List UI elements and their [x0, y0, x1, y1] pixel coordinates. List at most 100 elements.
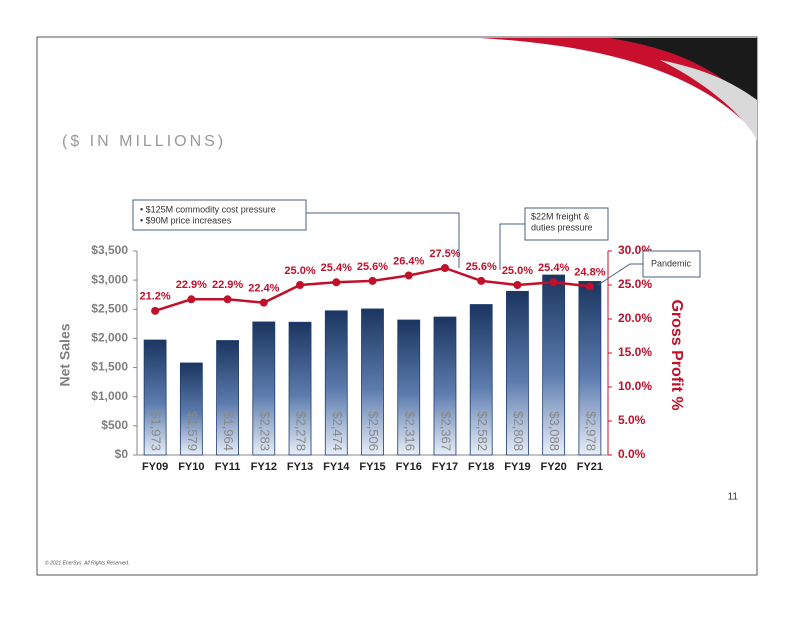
y-axis-label: Net Sales	[57, 323, 73, 386]
x-tick-label: FY21	[577, 461, 603, 473]
bar	[469, 304, 493, 456]
bar-value-label: $2,367	[439, 411, 454, 451]
bar	[143, 339, 167, 456]
line-point	[549, 278, 558, 287]
bar-value-label: $2,978	[583, 411, 598, 451]
line-point	[259, 298, 268, 307]
x-tick-label: FY10	[178, 461, 204, 473]
y-tick-label: $1,000	[91, 389, 128, 403]
bar	[252, 321, 276, 456]
line-point	[585, 282, 594, 291]
line-point	[368, 276, 377, 285]
x-tick-label: FY19	[504, 461, 530, 473]
bar-value-label: $2,808	[511, 411, 526, 451]
y2-tick-label: 5.0%	[618, 413, 646, 427]
line-point	[223, 295, 232, 304]
line-value-label: 25.6%	[466, 261, 497, 273]
copyright: © 2021 EnerSys. All Rights Reserved.	[45, 559, 129, 566]
y2-tick-label: 10.0%	[618, 379, 652, 393]
annotation-box	[132, 199, 307, 231]
line-point	[513, 281, 522, 289]
y-tick-label: $3,000	[91, 272, 128, 286]
line-value-label: 27.5%	[429, 248, 460, 260]
line-value-label: 25.0%	[502, 265, 533, 277]
line-value-label: 22.9%	[212, 279, 243, 291]
y-tick-label: $1,500	[91, 360, 128, 374]
annotations: • $125M commodity cost pressure• $90M pr…	[132, 199, 701, 286]
y2-axis-label: Gross Profit %	[668, 299, 685, 410]
y-tick-label: $500	[101, 418, 128, 432]
line-point	[404, 271, 413, 280]
annotation-text: • $90M price increases	[140, 215, 232, 225]
bar-value-label: $2,278	[294, 411, 309, 451]
bar	[179, 362, 203, 456]
line-point	[332, 278, 341, 287]
bar-value-label: $2,316	[402, 411, 417, 451]
bar	[397, 319, 421, 456]
bar-value-label: $1,964	[221, 411, 236, 451]
annotation-text: Pandemic	[651, 258, 692, 268]
x-tick-label: FY11	[215, 461, 241, 473]
slide-frame	[36, 36, 758, 576]
bar-value-label: $2,474	[330, 411, 345, 451]
bar	[324, 310, 348, 456]
bar-value-label: $1,973	[149, 411, 164, 451]
annotation-leader	[306, 212, 460, 268]
bar-value-label: $1,579	[185, 411, 200, 451]
x-tick-label: FY15	[359, 461, 385, 473]
line-value-label: 22.9%	[176, 279, 207, 291]
y-tick-label: $0	[115, 447, 129, 461]
bar	[216, 340, 239, 456]
bar-value-label: $2,283	[257, 411, 272, 451]
bar	[542, 274, 566, 456]
x-tick-label: FY16	[396, 461, 422, 473]
x-tick-label: FY12	[251, 461, 277, 473]
line-value-label: 25.6%	[357, 261, 388, 273]
line-value-label: 26.4%	[393, 255, 424, 267]
x-tick-label: FY14	[323, 461, 350, 473]
annotation-box	[524, 207, 609, 241]
x-tick-label: FY09	[142, 461, 168, 473]
decor-red	[480, 38, 757, 135]
line-value-label: 22.4%	[248, 283, 279, 295]
bar-value-label: $3,088	[547, 411, 562, 451]
line-point	[151, 306, 160, 315]
subtitle: ($ IN MILLIONS)	[62, 133, 226, 150]
bar-value-label: $2,582	[475, 411, 490, 451]
line-point	[187, 295, 196, 304]
annotation-text: • $125M commodity cost pressure	[140, 204, 276, 214]
x-tick-label: FY20	[541, 461, 567, 473]
line-point	[440, 264, 449, 272]
y2-tick-label: 25.0%	[618, 277, 652, 291]
line-point	[296, 281, 305, 289]
bar	[288, 321, 312, 456]
bar	[578, 281, 602, 456]
decor-gray	[660, 60, 757, 140]
line-point	[477, 276, 486, 285]
annotation-leader	[499, 223, 525, 270]
x-tick-label: FY17	[432, 461, 458, 473]
x-tick-label: FY18	[468, 461, 494, 473]
annotation-leader	[597, 263, 643, 286]
annotation-text: $22M freight &	[531, 211, 590, 221]
x-tick-label: FY13	[287, 461, 313, 473]
y2-tick-label: 0.0%	[618, 447, 646, 461]
y-tick-label: $3,500	[91, 243, 128, 257]
bar	[506, 290, 529, 456]
bar	[361, 308, 384, 456]
page-number: 11	[728, 492, 739, 503]
line-value-label: 21.2%	[140, 291, 171, 303]
bar	[433, 316, 457, 456]
y-tick-label: $2,000	[91, 331, 128, 345]
y-tick-label: $2,500	[91, 301, 128, 315]
line-value-label: 25.0%	[284, 265, 315, 277]
decor-black	[610, 38, 757, 110]
y2-tick-label: 15.0%	[618, 345, 652, 359]
line-value-label: 24.8%	[574, 266, 605, 278]
y2-tick-label: 20.0%	[618, 311, 652, 325]
annotation-text: duties pressure	[531, 222, 593, 232]
line-value-label: 25.4%	[538, 262, 569, 274]
line-value-label: 25.4%	[321, 262, 352, 274]
plot: $0 $500 $1,000 $1,500 $2,000 $2,500 $3,000 $3,5…	[91, 243, 652, 473]
